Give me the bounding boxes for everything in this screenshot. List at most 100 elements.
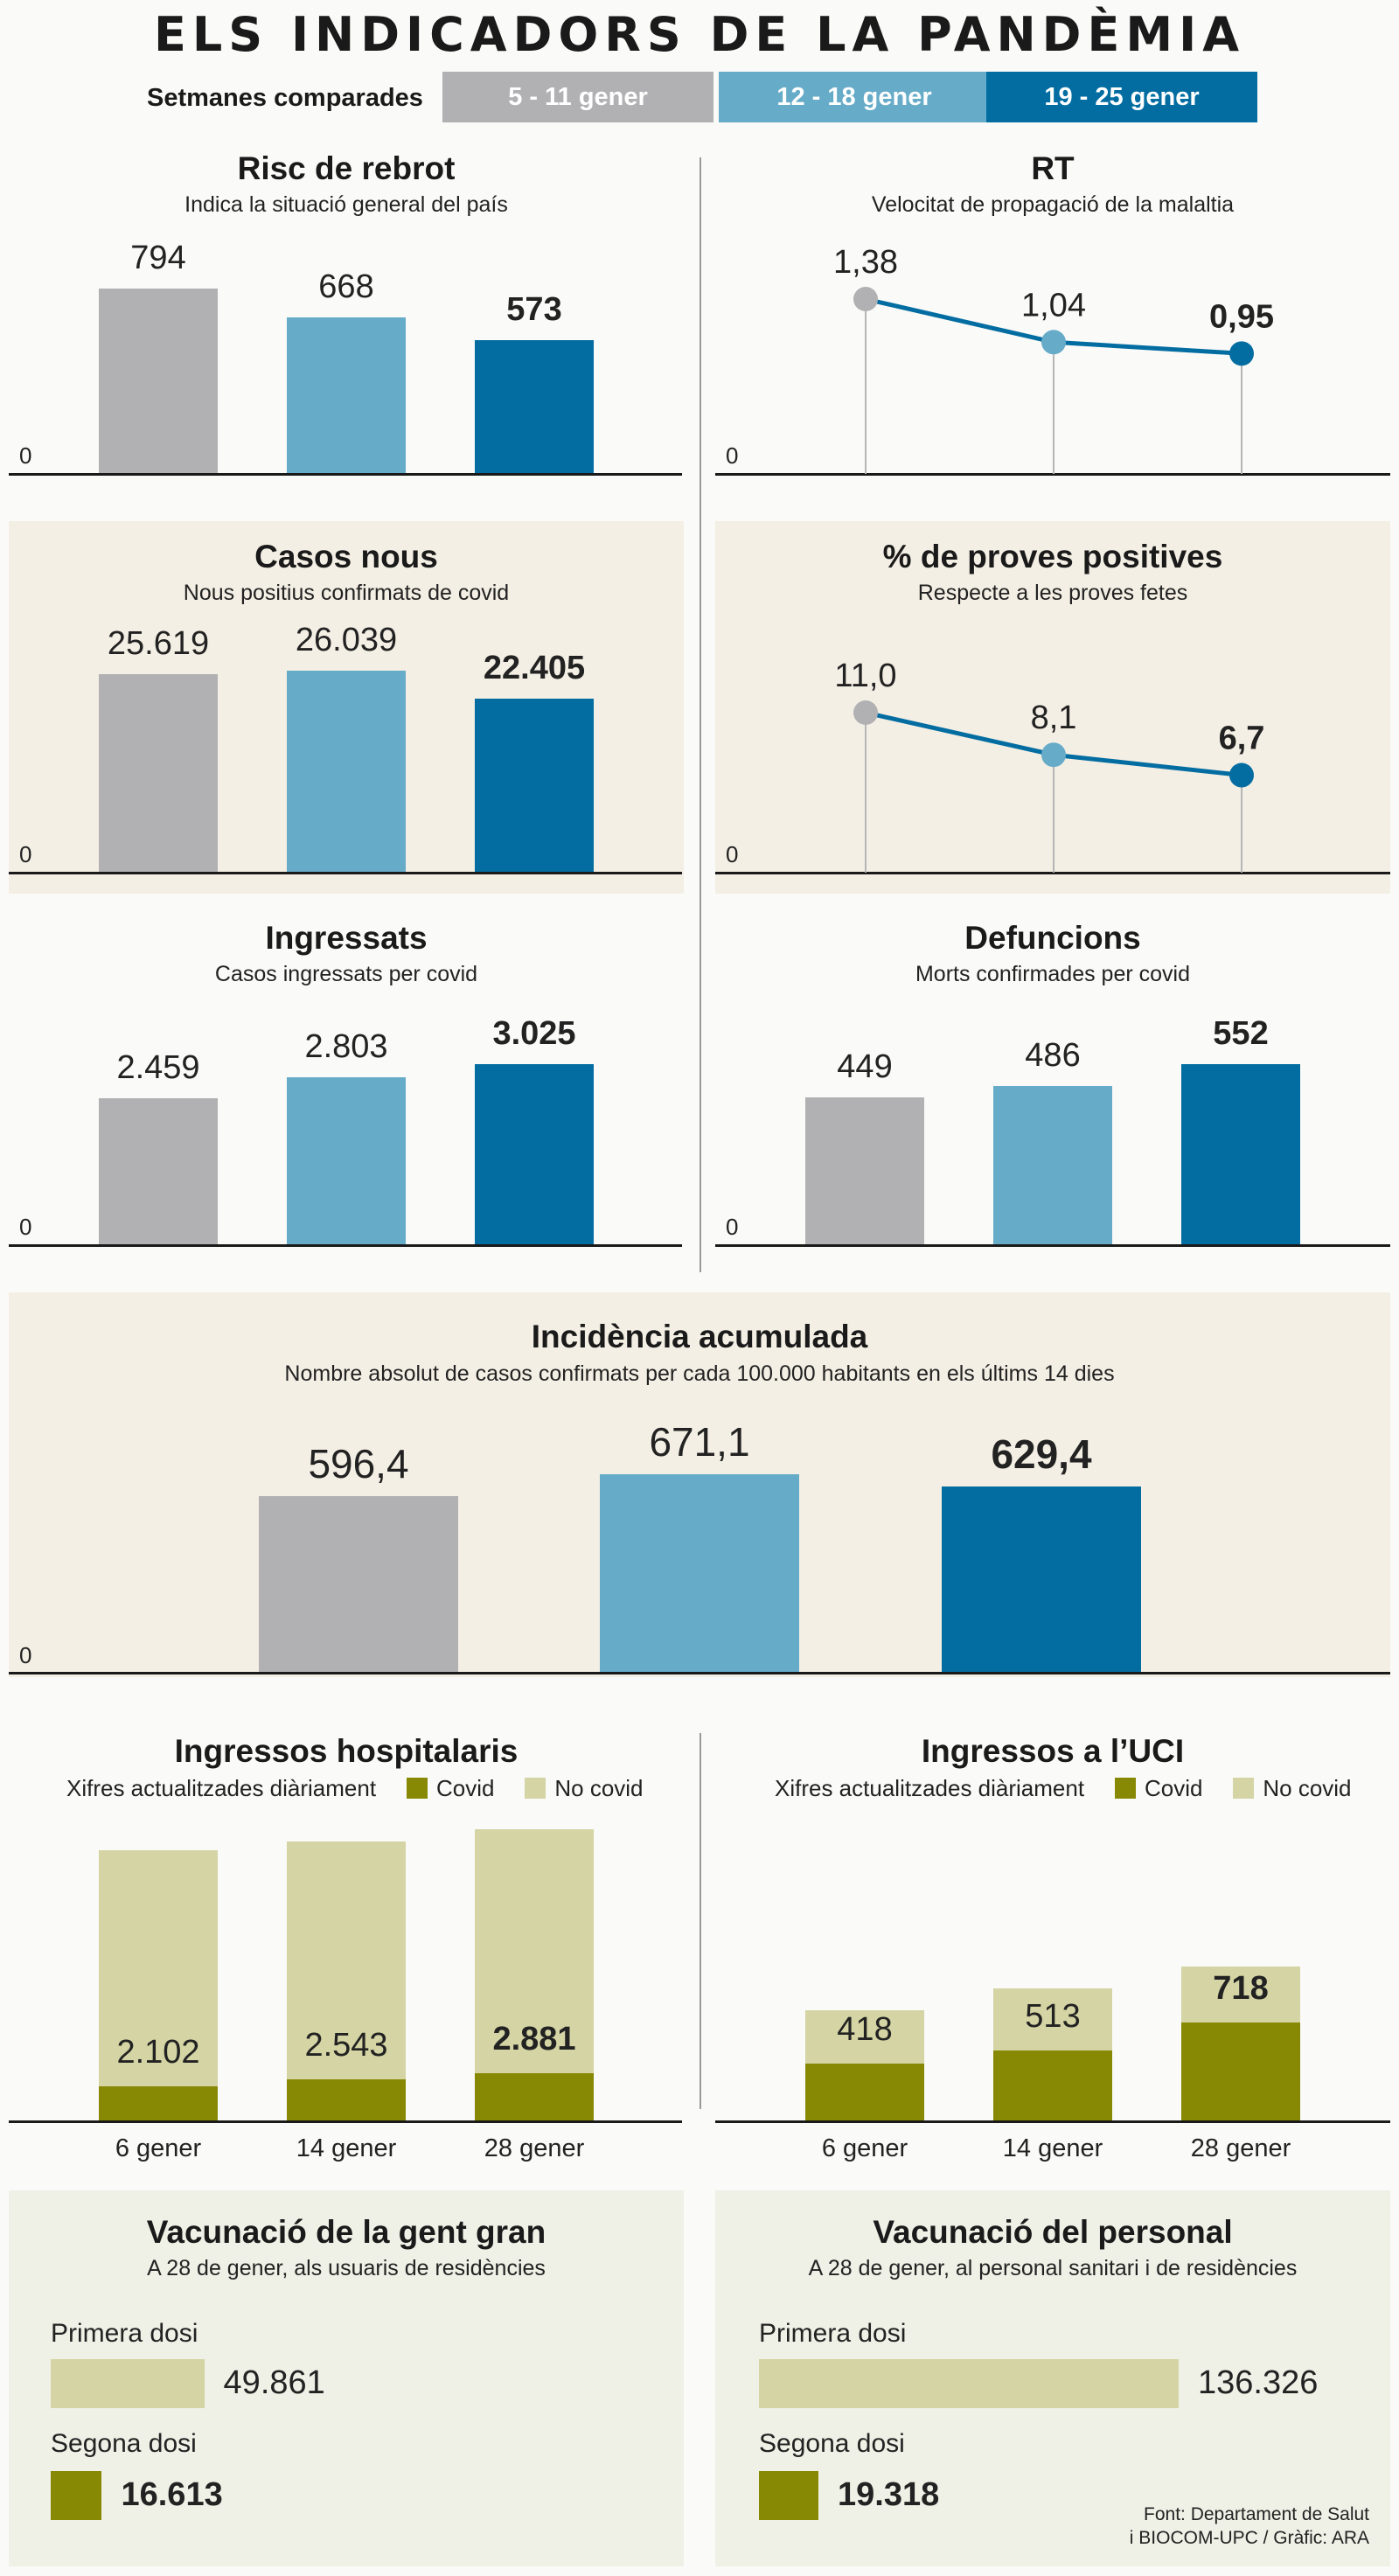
covid-swatch-icon [406, 1778, 428, 1799]
vac-pers-second-label: Segona dosi [759, 2429, 905, 2458]
risc-bar-1 [99, 289, 218, 473]
ingressats-value-2: 2.803 [304, 1028, 388, 1066]
nocovid-swatch-icon [525, 1778, 546, 1799]
risc-subtitle: Indica la situació general del país [184, 192, 508, 217]
vac-gran-hvalue-1: 49.861 [223, 2364, 325, 2401]
ingressats-bar-2 [287, 1077, 406, 1244]
incidencia-zero-label: 0 [19, 1642, 32, 1668]
uci-bar-covid-1 [805, 2063, 924, 2120]
defuncions-value-2: 486 [1025, 1036, 1081, 1074]
hosp-bar-covid-3 [475, 2073, 594, 2120]
vac-gran-hbar-1 [51, 2359, 205, 2408]
defuncions-bar-1 [805, 1097, 924, 1244]
uci-legend: Xifres actualitzades diàriament Covid No… [775, 1775, 1352, 1802]
proves-point-2 [1041, 742, 1066, 768]
ingressats-baseline [9, 1244, 682, 1247]
casos-subtitle: Nous positius confirmats de covid [183, 581, 510, 605]
uci-bar-nocovid-2 [993, 1988, 1112, 2050]
risc-value-3: 573 [506, 290, 562, 328]
casos-title: Casos nous [254, 539, 438, 574]
risc-bar-3 [475, 339, 594, 473]
hosp-bar-nocovid-1 [99, 1850, 218, 2086]
proves-title: % de proves positives [882, 539, 1223, 574]
incidencia-value-3: 629,4 [991, 1431, 1092, 1478]
casos-value-2: 26.039 [295, 622, 398, 658]
incidencia-baseline [9, 1672, 1390, 1674]
incidencia-value-1: 596,4 [308, 1441, 409, 1487]
rt-title: RT [1031, 150, 1075, 186]
covid-swatch-icon [1114, 1778, 1136, 1799]
rt-point-2 [1041, 330, 1066, 355]
proves-point-1 [853, 700, 878, 725]
hosp-value-1: 2.102 [116, 2033, 200, 2071]
vac-pers-subtitle: A 28 de gener, al personal sanitari i de… [808, 2256, 1298, 2280]
casos-zero-label: 0 [19, 841, 32, 867]
incidencia-title: Incidència acumulada [531, 1319, 868, 1354]
uci-value-1: 418 [837, 2010, 893, 2048]
defuncions-title: Defuncions [964, 920, 1141, 956]
proves-point-3 [1229, 762, 1254, 788]
defuncions-bar-2 [993, 1085, 1112, 1244]
casos-value-3: 22.405 [483, 650, 586, 687]
rt-point-3 [1229, 341, 1254, 366]
legend-week-2: 12 - 18 gener [719, 72, 990, 122]
ingressats-zero-label: 0 [19, 1214, 32, 1240]
ingressats-bar-3 [475, 1064, 594, 1244]
casos-bar-1 [99, 673, 218, 872]
uci-legend-covid: Covid [1144, 1775, 1203, 1801]
hosp-title: Ingressos hospitalaris [174, 1733, 519, 1769]
uci-subtitle: Xifres actualitzades diàriament [775, 1775, 1085, 1801]
legend-week-1: 5 - 11 gener [442, 72, 713, 122]
hosp-bar-covid-1 [99, 2085, 218, 2120]
vac-gran-title: Vacunació de la gent gran [146, 2214, 546, 2250]
proves-baseline [715, 872, 1390, 874]
page-title: ELS INDICADORS DE LA PANDÈMIA [153, 7, 1246, 62]
uci-value-3: 718 [1213, 1969, 1269, 2007]
casos-bar-2 [287, 671, 406, 872]
hosp-legend-covid: Covid [435, 1775, 495, 1801]
vac-gran-hvalue-2: 16.613 [121, 2476, 223, 2513]
risc-baseline [9, 473, 682, 476]
hosp-legend: Xifres actualitzades diàriament Covid No… [66, 1775, 644, 1802]
vac-gran-hbar-2 [51, 2471, 102, 2520]
defuncions-value-3: 552 [1213, 1015, 1269, 1052]
vac-pers-title: Vacunació del personal [873, 2214, 1233, 2250]
vac-pers-hvalue-1: 136.326 [1198, 2364, 1319, 2401]
risc-value-1: 794 [130, 240, 186, 276]
uci-value-2: 513 [1025, 1997, 1081, 2035]
uci-date-1: 6 gener [821, 2134, 908, 2162]
uci-bar-covid-2 [993, 2050, 1112, 2120]
uci-bar-nocovid-3 [1181, 1967, 1300, 2023]
incidencia-bar-1 [259, 1496, 458, 1672]
rt-value-1: 1,38 [833, 244, 898, 281]
column-divider-bottom [700, 1733, 701, 2109]
incidencia-subtitle: Nombre absolut de casos confirmats per c… [284, 1361, 1115, 1386]
casos-baseline [9, 872, 682, 874]
vac-gran-first-label: Primera dosi [51, 2319, 198, 2348]
uci-legend-nocovid: No covid [1263, 1775, 1352, 1801]
proves-line-chart: 11,0 8,1 6,7 [834, 658, 1264, 873]
hosp-date-1: 6 gener [115, 2134, 202, 2162]
rt-baseline [715, 473, 1390, 476]
uci-baseline [715, 2120, 1390, 2123]
source-line-1: Font: Departament de Salut [1144, 2504, 1369, 2524]
incidencia-bar-3 [942, 1486, 1141, 1672]
uci-bar-covid-3 [1181, 2022, 1300, 2120]
proves-value-1: 11,0 [834, 658, 896, 694]
vac-gran-second-label: Segona dosi [51, 2429, 197, 2458]
risc-title: Risc de rebrot [237, 150, 456, 186]
hosp-subtitle: Xifres actualitzades diàriament [66, 1775, 377, 1801]
ingressats-value-1: 2.459 [116, 1048, 200, 1086]
risc-value-2: 668 [318, 268, 374, 306]
uci-title: Ingressos a l’UCI [921, 1733, 1185, 1769]
rt-point-1 [853, 287, 878, 311]
defuncions-bar-3 [1181, 1064, 1300, 1244]
legend-label: Setmanes comparades [147, 84, 423, 112]
defuncions-subtitle: Morts confirmades per covid [915, 962, 1190, 986]
nocovid-swatch-icon [1233, 1778, 1255, 1799]
risc-bar-2 [287, 317, 406, 473]
source-note: Font: Departament de Salut i BIOCOM-UPC … [962, 2503, 1369, 2550]
vac-pers-hbar-1 [759, 2359, 1179, 2408]
hosp-bar-covid-2 [287, 2078, 406, 2120]
proves-subtitle: Respecte a les proves fetes [917, 581, 1188, 605]
